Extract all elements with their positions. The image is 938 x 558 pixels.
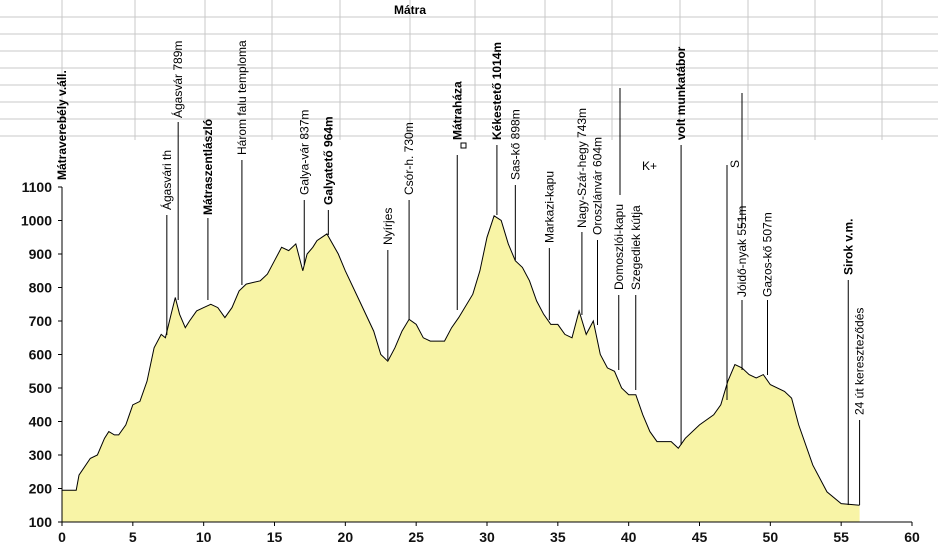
x-tick-label: 10 [196,529,212,545]
y-tick-label: 1000 [21,213,52,229]
y-tick-label: 600 [29,347,53,363]
x-tick-label: 50 [763,529,779,545]
x-tick-label: 35 [550,529,566,545]
y-tick-label: 800 [29,280,53,296]
annotation-label: Domoszlói-kapu [612,204,626,290]
annotation-label: Markazi-kapu [542,171,556,243]
x-tick-label: 45 [692,529,708,545]
y-tick-label: 100 [29,514,53,530]
note: K+ [642,159,657,173]
annotation-label: Kékestető 1014m [490,42,504,140]
annotation-label: Ágasvár 789m [170,41,185,118]
annotation-label: Csór-h. 730m [402,122,416,195]
y-tick-label: 1100 [22,179,53,195]
y-tick-label: 300 [29,447,53,463]
annotation-label: Galyatető 964m [321,116,335,205]
x-tick-label: 60 [904,529,920,545]
x-tick-label: 30 [479,529,495,545]
profile-line [62,215,860,506]
y-tick-label: 200 [29,481,53,497]
area-fill [62,215,860,523]
x-tick-label: 5 [129,529,137,545]
x-tick-label: 0 [58,529,66,545]
annotation-label: Oroszlánvár 604m [591,137,605,235]
y-tick-label: 700 [29,313,53,329]
annotation-label: Nyírjes [381,208,395,245]
annotation-label: Ágasvári th [159,150,174,210]
annotation-label: Jóidő-nyak 551m [735,206,749,297]
chart-title: Mátra [394,3,426,17]
annotation-label: Gazos-kő 507m [761,212,775,297]
annotation-label: Sas-kő 898m [508,109,522,180]
annotation-label: volt munkatábor [674,46,688,140]
annotation-label: Mátraverebély v.áll. [55,70,69,180]
spreadsheet-grid [0,0,938,140]
y-tick-label: 500 [29,380,53,396]
x-tick-label: 55 [833,529,849,545]
annotation-label: Galya-vár 837m [297,110,311,195]
annotation-label: Három falu temploma [235,40,249,155]
x-tick-label: 20 [338,529,354,545]
annotation-label: 24 út kereszteződés [853,308,867,415]
y-tick-label: 400 [29,414,53,430]
x-tick-label: 25 [408,529,424,545]
annotation-label: Szegediek kútja [629,205,643,290]
annotation-label: Mátraháza [450,81,464,140]
annotation-label: S [728,160,742,168]
annotation-label: Nagy-Szár-hegy 743m [575,108,589,228]
annotation-label: Mátraszentlászló [201,119,215,215]
annotation-label: Sirok v.m. [841,219,855,275]
marker [460,142,467,149]
x-tick-label: 15 [267,529,283,545]
x-tick-label: 40 [621,529,637,545]
y-tick-label: 900 [29,246,53,262]
